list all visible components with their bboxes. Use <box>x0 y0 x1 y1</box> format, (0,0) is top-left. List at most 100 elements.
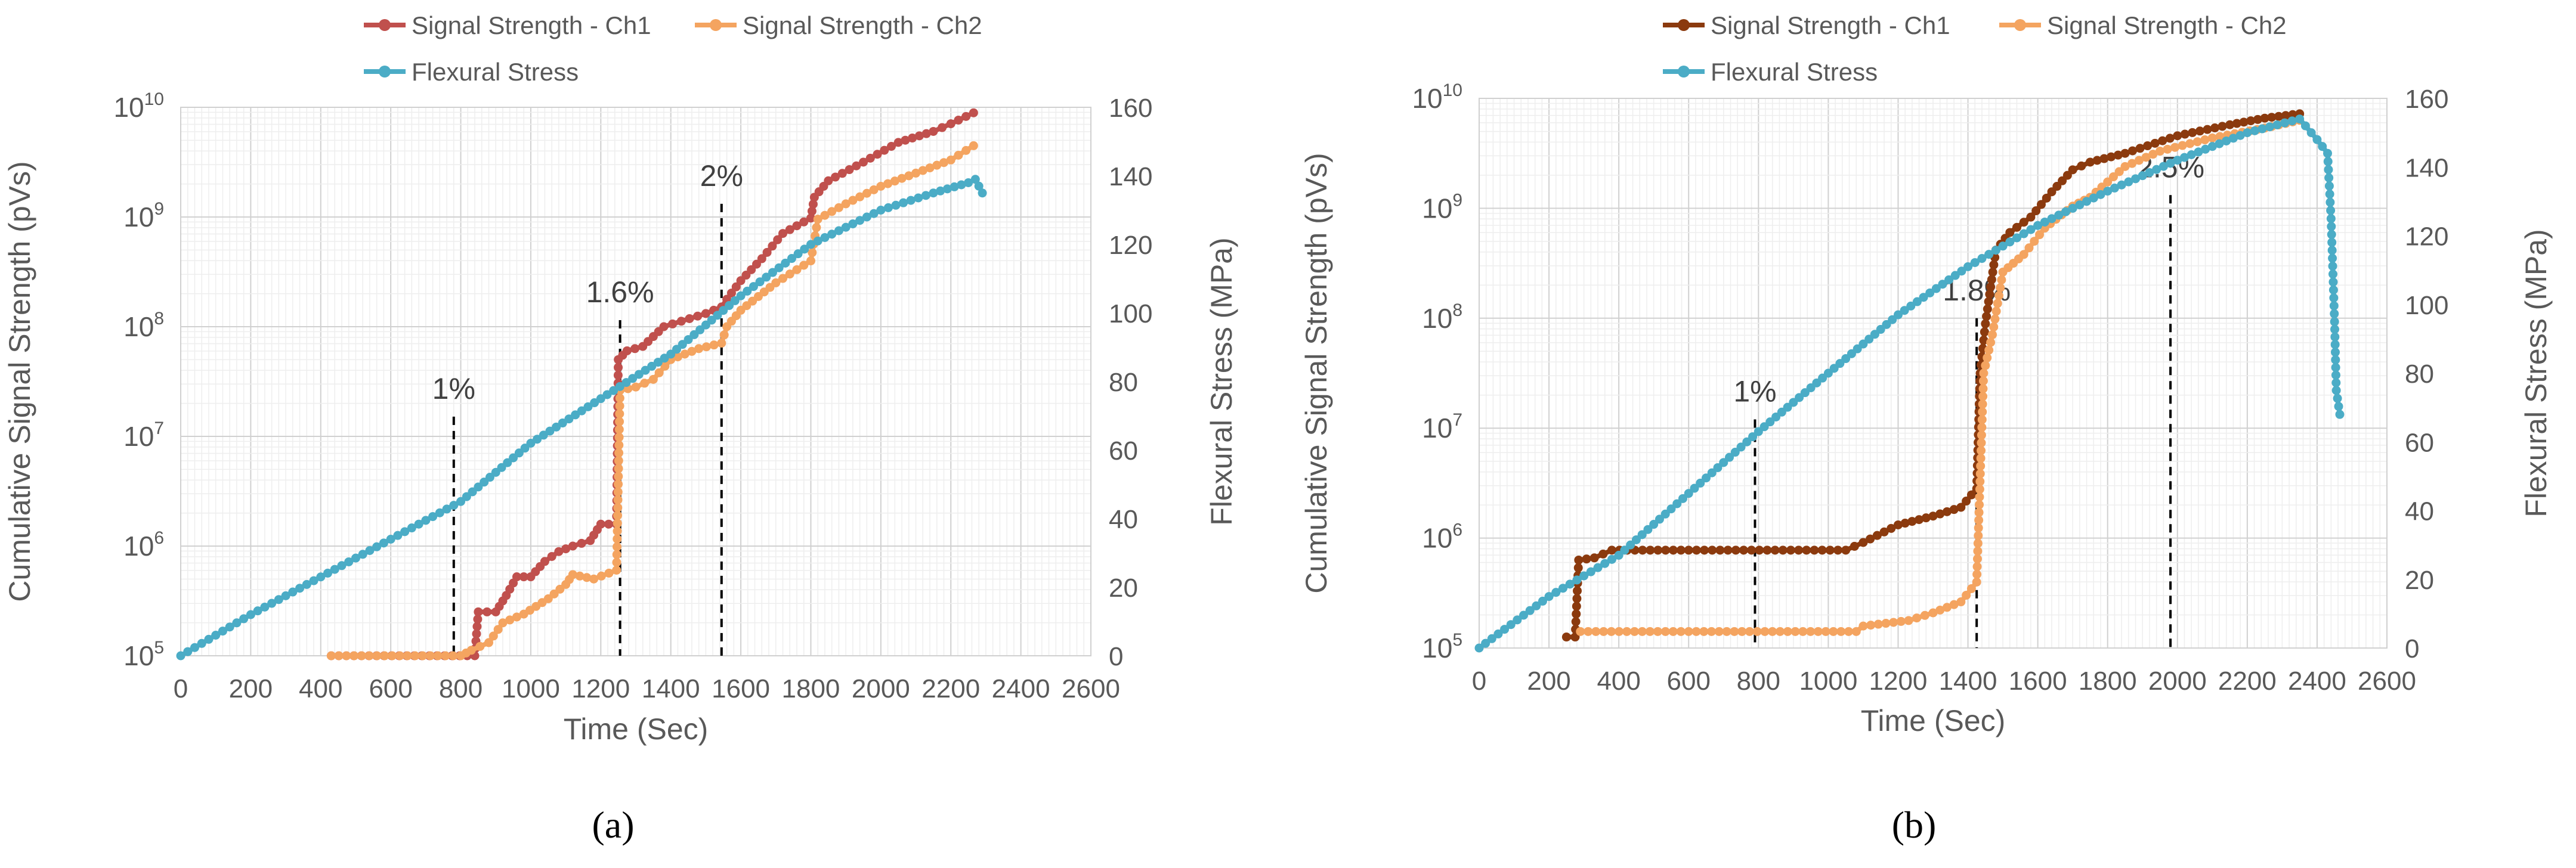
data-point <box>473 615 483 624</box>
data-point <box>2107 152 2116 162</box>
data-point <box>1699 627 1709 636</box>
data-point <box>1668 627 1678 636</box>
data-point <box>302 579 311 589</box>
data-point <box>978 188 987 198</box>
data-point <box>855 192 865 202</box>
data-point <box>2061 207 2070 216</box>
data-point <box>1607 545 1616 555</box>
data-point <box>1645 627 1655 636</box>
data-point <box>792 265 802 274</box>
data-point <box>1668 545 1678 555</box>
data-point <box>358 550 367 559</box>
data-point <box>1912 613 1922 623</box>
data-point <box>936 186 945 196</box>
data-point <box>1972 569 1982 579</box>
data-point <box>862 212 871 222</box>
data-point <box>1850 541 1859 551</box>
data-point <box>281 591 290 600</box>
data-point <box>1723 545 1733 555</box>
data-point <box>1881 619 1891 628</box>
data-point <box>1614 550 1623 560</box>
data-point <box>869 185 879 194</box>
data-point <box>2170 142 2180 152</box>
y-tick-base: 10 <box>113 92 144 123</box>
data-point <box>1957 266 1966 276</box>
legend-swatch-marker <box>379 19 391 31</box>
data-point <box>1615 627 1624 636</box>
x-tick-label: 1000 <box>1799 666 1857 696</box>
data-point <box>2228 134 2238 143</box>
data-point <box>918 166 927 175</box>
data-point <box>1981 361 1990 370</box>
data-point <box>472 629 481 638</box>
data-point <box>792 221 802 231</box>
data-point <box>827 230 837 239</box>
data-point <box>604 568 614 578</box>
data-point <box>2158 162 2168 171</box>
x-tick-label: 200 <box>229 674 273 703</box>
data-point <box>640 379 650 388</box>
y-tick-base: 10 <box>1422 633 1452 664</box>
data-point <box>1962 590 1971 600</box>
x-tick-label: 800 <box>439 674 483 703</box>
data-point <box>921 129 931 138</box>
data-point <box>1714 627 1724 636</box>
data-point <box>1841 545 1851 555</box>
data-point <box>1978 392 1988 401</box>
data-point <box>435 508 444 517</box>
x-tick-label: 1200 <box>1869 666 1928 696</box>
data-point <box>1982 312 1991 321</box>
data-point <box>1981 319 1990 328</box>
data-point <box>1589 553 1599 563</box>
data-point <box>1979 368 1989 378</box>
data-point <box>176 651 185 661</box>
data-point <box>719 330 729 340</box>
y-tick-base: 10 <box>1422 303 1452 334</box>
data-point <box>2113 150 2123 160</box>
data-point <box>1719 458 1728 467</box>
data-point <box>2138 171 2147 181</box>
data-point <box>848 219 858 228</box>
data-point <box>1655 514 1664 524</box>
data-point <box>204 634 214 644</box>
data-point <box>1975 477 1985 486</box>
data-point <box>914 131 924 141</box>
data-point <box>1821 627 1830 636</box>
x-tick-label: 1600 <box>712 674 770 703</box>
strain-marker-label: 1% <box>1733 374 1776 408</box>
data-point <box>1722 627 1731 636</box>
data-point <box>659 322 669 331</box>
data-point <box>2128 146 2138 156</box>
data-point <box>2150 138 2160 148</box>
data-point <box>687 346 697 356</box>
data-point <box>364 651 374 661</box>
y2-tick-label: 120 <box>1109 231 1152 260</box>
data-point <box>1586 567 1595 576</box>
data-point <box>1707 468 1717 478</box>
data-point <box>787 254 796 264</box>
y-tick-exponent: 8 <box>1452 300 1462 320</box>
data-point <box>938 123 947 132</box>
data-point <box>1708 545 1717 555</box>
data-point <box>1904 616 1913 625</box>
data-point <box>762 247 772 257</box>
data-point <box>768 241 777 251</box>
plot-area-frame <box>1479 98 2388 649</box>
data-point <box>2019 229 2028 238</box>
legend-swatch-marker <box>2014 19 2026 31</box>
x-tick-label: 1800 <box>782 674 840 703</box>
data-point <box>1519 610 1529 620</box>
data-point <box>908 134 917 143</box>
data-point <box>2201 144 2210 154</box>
data-point <box>1579 571 1589 581</box>
data-point <box>1584 627 1593 636</box>
data-point <box>2178 141 2187 150</box>
data-point <box>2265 122 2274 132</box>
legend-label: Flexural Stress <box>412 58 579 86</box>
series-2 <box>326 141 978 661</box>
data-point <box>883 179 893 188</box>
data-point <box>834 203 843 212</box>
data-point <box>2327 238 2337 247</box>
data-point <box>621 378 631 388</box>
y-tick-exponent: 7 <box>1452 410 1462 430</box>
